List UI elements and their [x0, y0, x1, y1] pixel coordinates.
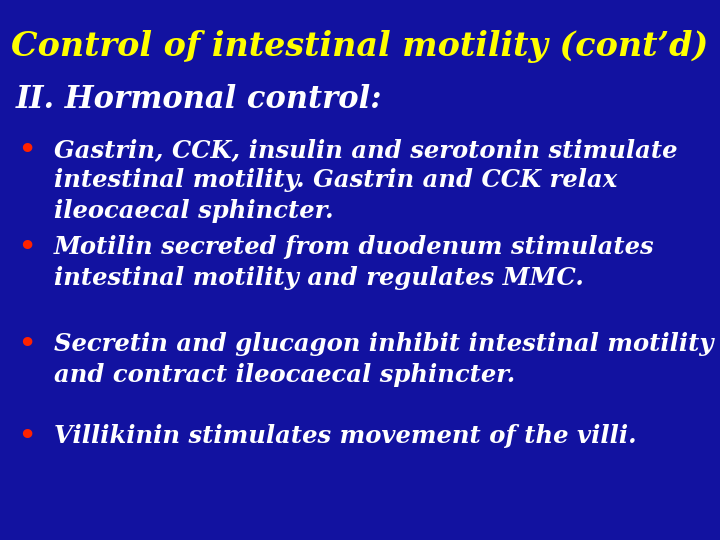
Text: •: • — [18, 138, 35, 164]
Text: Villikinin stimulates movement of the villi.: Villikinin stimulates movement of the vi… — [54, 424, 636, 448]
Text: Secretin and glucagon inhibit intestinal motility
and contract ileocaecal sphinc: Secretin and glucagon inhibit intestinal… — [54, 332, 714, 387]
Text: •: • — [18, 235, 35, 261]
Text: •: • — [18, 332, 35, 358]
Text: II. Hormonal control:: II. Hormonal control: — [16, 84, 382, 114]
Text: Control of intestinal motility (cont’d): Control of intestinal motility (cont’d) — [12, 30, 708, 63]
Text: Motilin secreted from duodenum stimulates
intestinal motility and regulates MMC.: Motilin secreted from duodenum stimulate… — [54, 235, 654, 289]
Text: •: • — [18, 424, 35, 450]
Text: Gastrin, CCK, insulin and serotonin stimulate
intestinal motility. Gastrin and C: Gastrin, CCK, insulin and serotonin stim… — [54, 138, 678, 223]
